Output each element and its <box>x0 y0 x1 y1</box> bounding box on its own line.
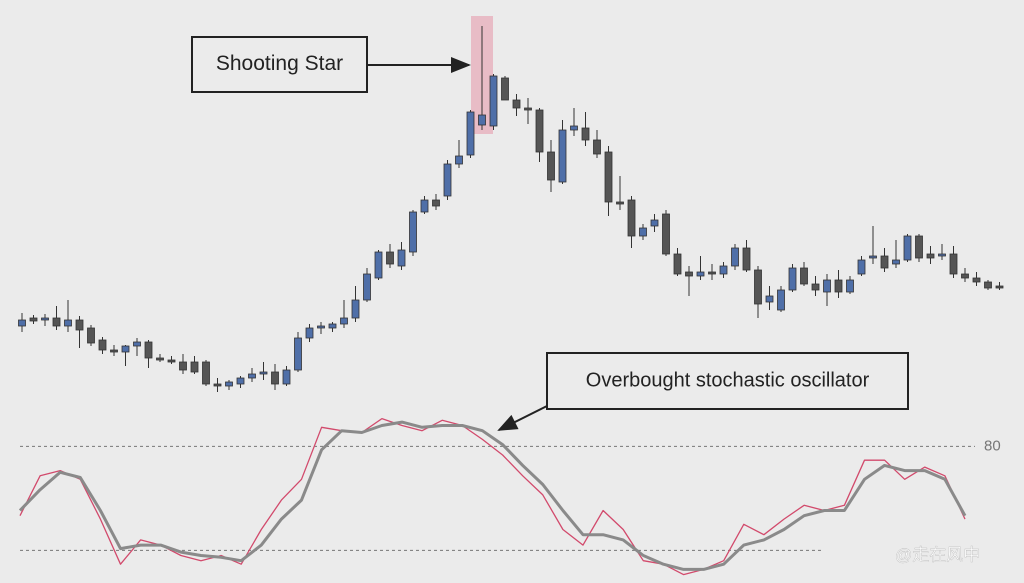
candle-body <box>949 253 958 275</box>
candle-body <box>420 199 429 213</box>
candle-body <box>834 279 843 293</box>
candle-body <box>52 317 61 327</box>
candle-body <box>98 339 107 351</box>
candle-body <box>363 273 371 301</box>
candle-body <box>18 319 26 327</box>
candle-body <box>190 361 199 373</box>
candle-body <box>915 235 923 259</box>
candle-body <box>650 219 659 227</box>
candle-body <box>75 319 84 331</box>
candle-body <box>317 325 325 329</box>
candle-body <box>639 227 647 237</box>
candle-body <box>972 277 981 283</box>
watermark: @走在风中 <box>895 545 980 564</box>
candle-body <box>259 371 268 375</box>
candle-body <box>627 199 636 237</box>
candle-body <box>846 279 854 293</box>
candle-body <box>535 109 544 153</box>
candle-body <box>823 279 831 293</box>
candle-body <box>328 323 337 329</box>
annotation-box <box>546 352 909 410</box>
candle-body <box>305 327 314 339</box>
annotation-text: Overbought stochastic oscillator <box>586 369 870 391</box>
candles <box>18 26 1004 392</box>
candle-body <box>892 259 900 265</box>
candle-body <box>144 341 153 359</box>
candle-body <box>880 255 889 269</box>
candle-body <box>788 267 797 291</box>
candle-body <box>397 249 406 267</box>
candle-body <box>466 111 475 156</box>
candle-body <box>386 251 394 265</box>
candle-body <box>121 345 130 353</box>
candle-body <box>167 359 176 363</box>
candle-body <box>374 251 383 279</box>
candle-body <box>282 369 291 385</box>
candle-body <box>110 349 118 353</box>
candle-body <box>501 77 509 101</box>
annotation-arrow <box>497 405 548 431</box>
level-label: 80 <box>984 437 1001 454</box>
candle-body <box>478 114 486 126</box>
candle-body <box>64 319 72 327</box>
candle-body <box>455 155 463 165</box>
candle-body <box>593 139 601 155</box>
candle-body <box>294 337 302 371</box>
candle-body <box>857 259 866 275</box>
candle-body <box>869 255 877 259</box>
candle-body <box>685 271 693 277</box>
candle-body <box>489 75 498 127</box>
candle-body <box>926 253 935 259</box>
candle-body <box>742 247 751 271</box>
candle-body <box>179 361 187 371</box>
candle-body <box>673 253 682 275</box>
candle-body <box>156 357 164 361</box>
candle-body <box>731 247 739 267</box>
candle-body <box>236 377 245 385</box>
candle-body <box>202 361 210 385</box>
candle-body <box>351 299 360 319</box>
candle-body <box>765 295 774 303</box>
candle-body <box>443 163 452 197</box>
candle-body <box>984 281 992 289</box>
candle-body <box>225 381 233 387</box>
candle-body <box>903 235 912 261</box>
candle-body <box>87 327 95 344</box>
candle-body <box>512 99 521 109</box>
candle-body <box>29 317 38 322</box>
candle-body <box>340 317 348 325</box>
candle-body <box>938 253 946 257</box>
candle-body <box>708 271 716 275</box>
annotation-text: Shooting Star <box>216 52 343 75</box>
candle-body <box>800 267 808 285</box>
candle-body <box>41 317 49 321</box>
oscillator-line <box>18 420 967 571</box>
candle-body <box>547 151 555 181</box>
candle-body <box>604 151 613 203</box>
candle-body <box>811 283 820 291</box>
candle-body <box>409 211 417 253</box>
candle-body <box>524 107 532 111</box>
oscillator: 80 <box>18 417 1001 576</box>
candle-body <box>719 265 728 275</box>
candle-body <box>754 269 762 305</box>
candle-body <box>581 127 590 141</box>
candle-body <box>616 201 624 205</box>
oscillator-line <box>19 417 966 576</box>
candle-body <box>662 213 670 255</box>
candle-body <box>995 285 1004 289</box>
candle-body <box>777 289 785 311</box>
candle-body <box>133 341 141 347</box>
candle-body <box>248 373 256 379</box>
candle-body <box>432 199 440 207</box>
candle-body <box>213 383 222 387</box>
candle-body <box>271 371 279 385</box>
candle-body <box>570 125 578 131</box>
candle-body <box>558 129 567 183</box>
candle-body <box>961 273 969 279</box>
candle-body <box>696 271 705 277</box>
